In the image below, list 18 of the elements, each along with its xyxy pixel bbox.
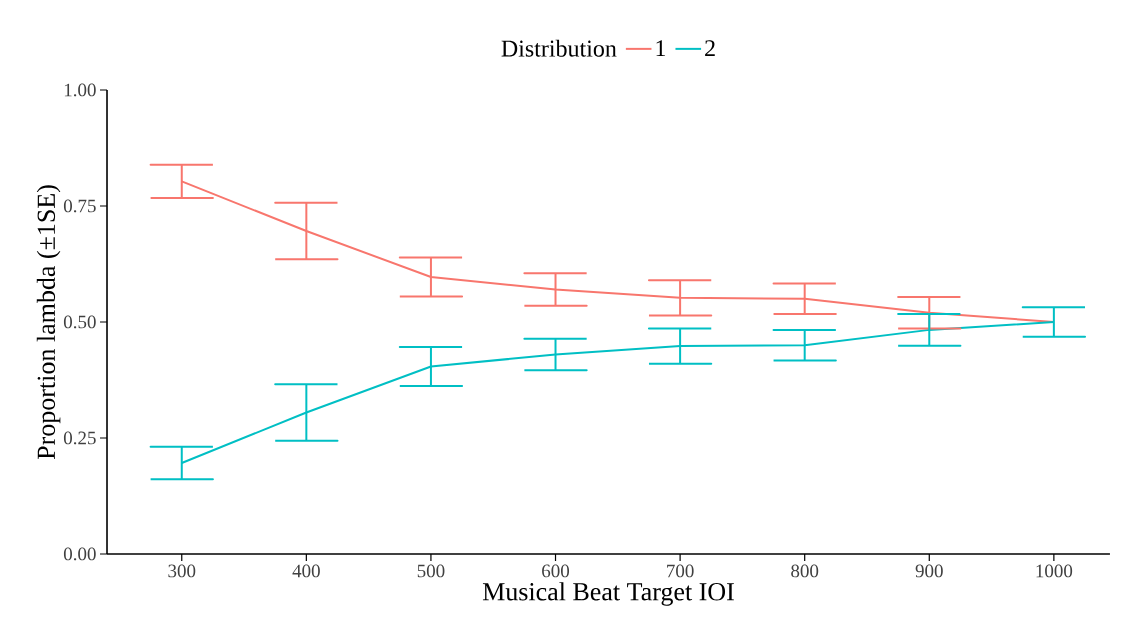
- y-tick-label: 0.75: [63, 199, 96, 213]
- x-tick-label: 300: [168, 564, 196, 578]
- legend-label: 1: [656, 40, 666, 57]
- x-axis-title: Musical Beat Target IOI: [482, 582, 734, 606]
- legend-title: Distribution: [501, 39, 617, 57]
- x-tick-label: 900: [915, 564, 943, 578]
- x-tick-label: 800: [791, 564, 819, 578]
- y-tick-label: 0.00: [63, 547, 96, 561]
- y-axis-title: Proportion lambda (±1SE): [36, 185, 61, 460]
- y-tick-label: 1.00: [64, 83, 96, 97]
- x-tick-label: 400: [292, 564, 320, 578]
- x-tick-label: 1000: [1036, 564, 1073, 578]
- x-tick-label: 600: [542, 564, 570, 578]
- x-tick-label: 700: [667, 564, 694, 578]
- x-tick-label: 500: [417, 564, 445, 578]
- legend-label: 2: [705, 40, 715, 57]
- y-tick-label: 0.50: [63, 315, 96, 329]
- y-tick-label: 0.25: [63, 431, 96, 445]
